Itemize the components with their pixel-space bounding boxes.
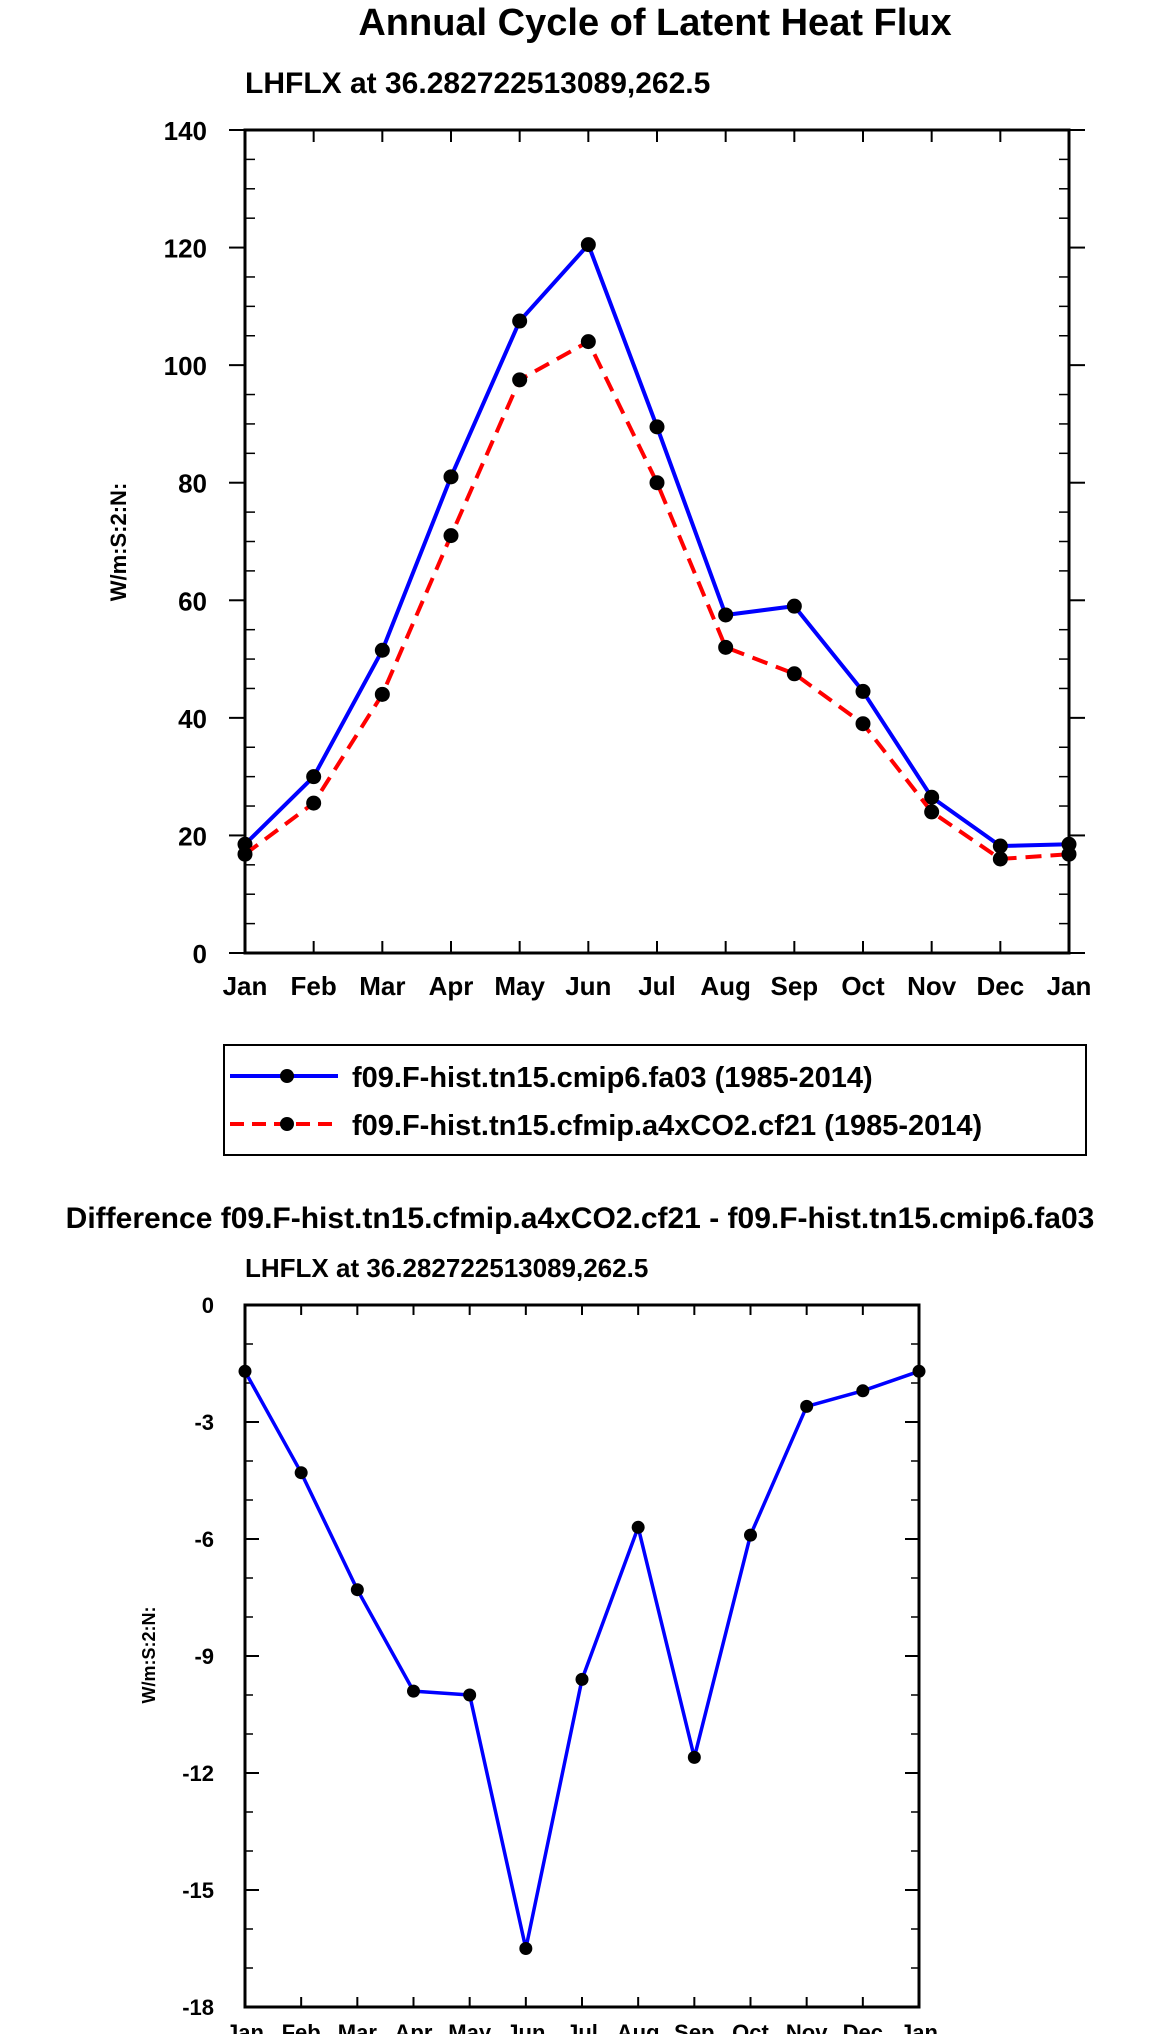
chart1-y-axis-label: W/m:S:2:N:	[106, 483, 131, 602]
chart1-x-tick-label: May	[494, 971, 545, 1001]
chart2-y-tick-label: 0	[202, 1293, 214, 1318]
chart1-y-tick-label: 140	[164, 116, 207, 146]
chart1-series-2-point	[786, 666, 802, 682]
chart2-x-tick-label: Dec	[843, 2020, 883, 2034]
chart1-series-2-point	[443, 528, 459, 544]
chart2-x-tick-label: Mar	[338, 2020, 378, 2034]
chart2-series-1-point	[687, 1750, 701, 1764]
chart2-y-tick-label: -9	[194, 1644, 214, 1669]
chart2-y-tick-label: -6	[194, 1527, 214, 1552]
chart2-series	[238, 1364, 926, 1955]
chart1-series-2-line	[243, 339, 1070, 861]
legend-marker-series-2	[280, 1117, 294, 1131]
chart1-series-2-point	[718, 639, 734, 655]
chart1-series-1-point	[786, 598, 802, 614]
chart2-axes: Jan Feb Mar Apr May Jun Jul Aug Sep Oct Nov Dec Jan-…	[182, 1293, 938, 2034]
chart2-x-tick-label: Feb	[282, 2020, 321, 2034]
chart1-series-2-point	[237, 846, 253, 862]
legend-marker-series-1	[280, 1069, 294, 1083]
chart1-y-tick-label: 40	[178, 704, 207, 734]
chart2-x-tick-label: Oct	[732, 2020, 769, 2034]
chart1-series-1-line	[243, 242, 1070, 849]
chart1-series-1-point	[718, 607, 734, 623]
chart2-plot-frame	[243, 1303, 921, 2009]
chart2-series-1-point	[463, 1688, 477, 1702]
chart1-x-tick-label: Jan	[223, 971, 268, 1001]
chart1-plot-frame	[243, 128, 1071, 955]
chart2-x-tick-label: Apr	[395, 2020, 433, 2034]
chart2-y-axis-label: W/m:S:2:N:	[139, 1607, 159, 1704]
chart1-x-tick-label: Oct	[841, 971, 885, 1001]
chart1-series-1-point	[649, 419, 665, 435]
chart1-x-tick-label: Nov	[907, 971, 957, 1001]
chart1-title: Annual Cycle of Latent Heat Flux	[358, 2, 951, 44]
chart2-title: Difference f09.F-hist.tn15.cfmip.a4xCO2.…	[66, 1202, 1095, 1235]
legend-label-series-1: f09.F-hist.tn15.cmip6.fa03 (1985-2014)	[352, 1062, 873, 1094]
chart2-series-1-point	[856, 1384, 870, 1398]
chart2-x-tick-label: Sep	[674, 2020, 714, 2034]
chart1-subtitle: LHFLX at 36.282722513089,262.5	[245, 67, 710, 100]
chart1-series-2-point	[512, 372, 528, 388]
chart2-series-1-point	[294, 1466, 308, 1480]
chart2-series-1-point	[744, 1528, 757, 1542]
chart1-series	[237, 237, 1077, 867]
chart2-series-1-point	[800, 1399, 814, 1413]
chart2-y-tick-label: -3	[194, 1410, 214, 1435]
chart1-x-tick-label: Dec	[976, 971, 1024, 1001]
chart1-y-tick-label: 120	[164, 234, 207, 264]
chart2-x-tick-label: May	[448, 2020, 492, 2034]
chart1-series-1-point	[992, 838, 1008, 854]
chart2-x-tick-label: Aug	[617, 2020, 660, 2034]
chart1-series-2-point	[306, 795, 322, 811]
chart1-x-tick-label: Sep	[770, 971, 818, 1001]
chart1-series-1-point	[374, 642, 390, 658]
chart2-y-tick-label: -15	[182, 1878, 214, 1903]
chart1-series-2-point	[374, 686, 390, 702]
chart1-y-tick-label: 20	[178, 821, 207, 851]
chart1-series-2-point	[924, 804, 940, 820]
chart1-series-2-point	[1061, 846, 1077, 862]
chart1-axes: Jan Feb Mar Apr May Jun Jul Aug Sep Oct Nov Dec Jan 0…	[164, 116, 1092, 1001]
chart1-x-tick-label: Feb	[291, 971, 337, 1001]
legend-box	[223, 1044, 1087, 1156]
chart2-x-tick-label: Nov	[786, 2020, 828, 2034]
chart2-series-1-point	[631, 1520, 645, 1534]
chart1-y-tick-label: 80	[178, 469, 207, 499]
chart1-series-1-point	[580, 237, 596, 253]
chart2-x-tick-label: Jun	[506, 2020, 545, 2034]
chart1-series-2-point	[992, 851, 1008, 867]
chart1-x-tick-label: Mar	[359, 971, 405, 1001]
chart1-series-1-point	[443, 469, 459, 485]
chart1-series-2-point	[580, 334, 596, 350]
legend-label-series-2: f09.F-hist.tn15.cfmip.a4xCO2.cf21 (1985-…	[352, 1110, 982, 1142]
chart2-subtitle: LHFLX at 36.282722513089,262.5	[245, 1253, 648, 1283]
chart1-series-1-point	[924, 789, 940, 805]
chart2-y-tick-label: -12	[182, 1761, 214, 1786]
chart2-series-1-point	[912, 1364, 926, 1378]
chart2-y-tick-label: -18	[182, 1995, 214, 2020]
chart1-x-tick-label: Jan	[1047, 971, 1092, 1001]
chart1-y-tick-label: 0	[193, 939, 207, 969]
chart2-x-tick-label: Jan	[900, 2020, 938, 2034]
chart1-y-tick-label: 100	[164, 351, 207, 381]
chart1-x-tick-label: Jun	[565, 971, 611, 1001]
chart1-x-tick-label: Apr	[429, 971, 474, 1001]
chart1-series-1-point	[306, 769, 322, 785]
chart1-series-1-point	[512, 313, 528, 329]
chart1-series-2-point	[855, 716, 871, 732]
chart2-x-tick-label: Jan	[226, 2020, 264, 2034]
chart1-y-tick-label: 60	[178, 586, 207, 616]
chart2-series-1-point	[238, 1364, 252, 1378]
chart2-series-1-point	[350, 1583, 364, 1597]
chart1-x-tick-label: Jul	[638, 971, 676, 1001]
chart2-series-1-line	[243, 1369, 920, 1951]
chart1-series-2-point	[649, 475, 665, 491]
chart2-series-1-point	[575, 1672, 589, 1686]
chart2-series-1-point	[519, 1942, 533, 1955]
chart2-series-1-point	[407, 1684, 420, 1698]
chart2-x-tick-label: Jul	[566, 2020, 598, 2034]
chart1-series-1-point	[855, 683, 871, 699]
chart1-x-tick-label: Aug	[700, 971, 751, 1001]
